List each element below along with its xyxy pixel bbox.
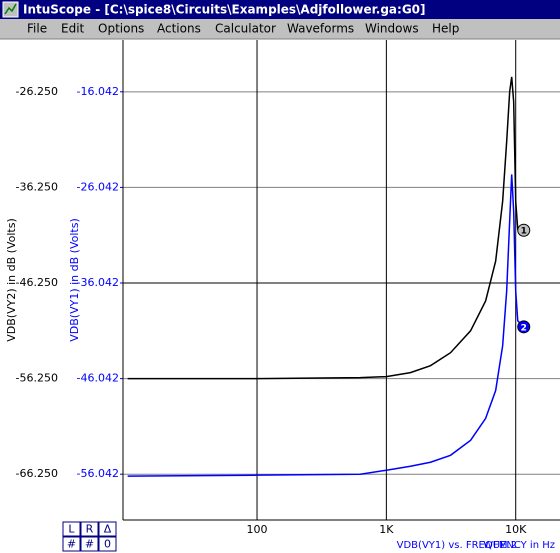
x-tick-label: 1K — [379, 523, 394, 536]
title-bar — [0, 0, 560, 19]
menu-item[interactable]: Windows — [365, 22, 419, 36]
series-line — [127, 174, 525, 477]
menu-item[interactable]: Options — [98, 22, 144, 36]
series-line — [127, 76, 524, 380]
button-label: # — [85, 538, 94, 551]
button-label: Δ — [104, 523, 112, 536]
y2-axis-label: VDB(VY1) in dB (Volts) — [68, 218, 81, 342]
menu-bar — [0, 19, 560, 39]
trace-marker[interactable] — [517, 223, 531, 237]
trace-marker-label: 2 — [521, 323, 527, 333]
y-tick-label: -26.250 — [16, 85, 58, 98]
y-tick-label: -46.250 — [16, 276, 58, 289]
plot: -26.250 -36.250 -46.250 -56.250 -66.250 -16.0… — [16, 40, 560, 536]
button-panel: L R Δ # #0 — [62, 521, 117, 552]
button-label: # — [67, 538, 76, 551]
trace-marker-label: 1 — [521, 227, 527, 237]
app-icon-glyph — [4, 3, 17, 15]
menu-item[interactable]: File — [27, 22, 47, 36]
button-label: R — [86, 523, 94, 536]
button[interactable] — [80, 521, 99, 537]
y-tick-label: -36.250 — [16, 180, 58, 193]
button-label: 0 — [104, 538, 111, 551]
y-axis-label: VDB(VY2) in dB (Volts) — [5, 218, 18, 342]
x-axis-label: VDB(VY1) vs. FREQUENCY in Hz — [397, 540, 555, 551]
x-tick-label: 10K — [505, 523, 527, 536]
button[interactable] — [98, 521, 117, 537]
waveform-name: WFM.2 — [483, 540, 517, 551]
button[interactable] — [98, 536, 117, 552]
menu-item[interactable]: Edit — [61, 22, 85, 36]
menu-item[interactable]: Actions — [157, 22, 201, 36]
y2-tick-label: -16.042 — [77, 85, 119, 98]
menu-item[interactable]: Calculator — [215, 22, 276, 36]
menu-item[interactable]: Help — [432, 22, 459, 36]
y-tick-label: -56.250 — [16, 372, 58, 385]
y2-tick-label: -56.042 — [77, 467, 119, 480]
menu-item[interactable]: Waveforms — [287, 22, 354, 36]
button[interactable] — [80, 536, 99, 552]
trace-marker[interactable] — [517, 320, 531, 334]
x-tick-label: 100 — [247, 523, 268, 536]
window-title: IntuScope - [C:\spice8\Circuits\Examples… — [23, 3, 426, 17]
button-label: L — [68, 523, 75, 536]
button[interactable] — [62, 521, 81, 537]
y2-tick-label: -46.042 — [77, 372, 119, 385]
y-tick-label: -66.250 — [16, 467, 58, 480]
y2-tick-label: -26.042 — [77, 180, 119, 193]
y2-tick-label: -36.042 — [77, 276, 119, 289]
button[interactable] — [62, 536, 81, 552]
menu: File Edit Options Actions Calculator Waveform… — [27, 22, 459, 36]
